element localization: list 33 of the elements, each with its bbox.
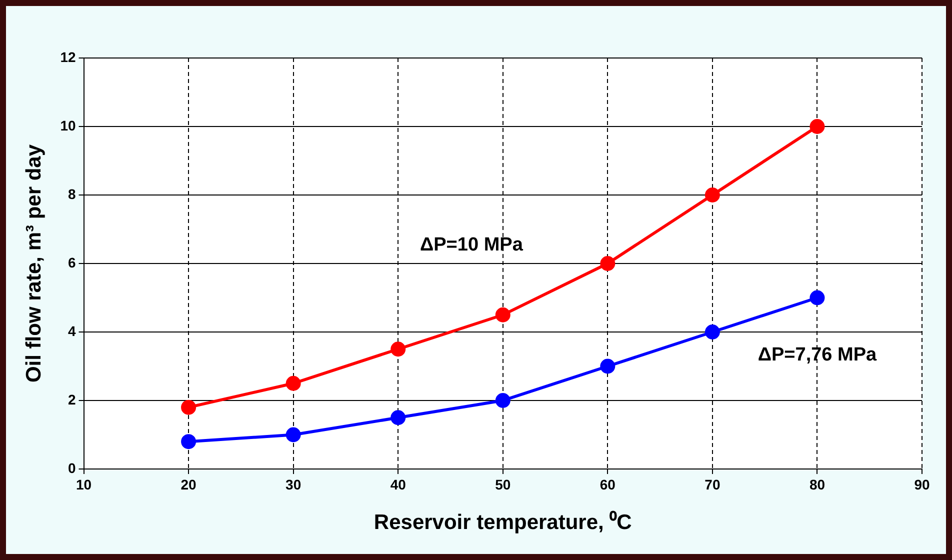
series-label: ΔP=7,76 MPa (758, 344, 878, 366)
point (181, 400, 196, 415)
y-tick-label: 6 (68, 254, 76, 270)
y-tick-label: 10 (60, 117, 76, 134)
y-tick-label: 4 (68, 322, 76, 339)
y-tick-label: 12 (60, 48, 76, 65)
point (600, 256, 616, 271)
point (286, 427, 301, 442)
x-tick-label: 50 (495, 476, 511, 492)
x-tick-label: 70 (704, 476, 720, 492)
point (286, 376, 301, 391)
y-tick-label: 0 (68, 460, 76, 476)
x-tick-label: 60 (600, 476, 616, 492)
point (495, 393, 510, 408)
point (704, 188, 720, 202)
point (810, 119, 825, 134)
x-tick-label: 90 (914, 476, 930, 492)
point (390, 410, 406, 426)
y-tick-label: 2 (68, 391, 76, 408)
y-axis-title: Oil flow rate, m³ per day (22, 144, 46, 383)
x-tick-label: 80 (809, 476, 826, 492)
point (704, 324, 720, 340)
text: ΔP=10 MPa (420, 234, 524, 256)
y-tick-label: 8 (68, 186, 76, 202)
x-tick-label: 20 (180, 476, 197, 492)
point (390, 342, 406, 357)
x-tick-label: 40 (390, 476, 406, 492)
x-tick-label: 30 (286, 476, 302, 492)
point (600, 358, 616, 374)
point (181, 434, 196, 450)
x-axis-title: Reservoir temperature, ⁰C (374, 510, 632, 534)
point (495, 307, 510, 322)
point (810, 290, 825, 306)
